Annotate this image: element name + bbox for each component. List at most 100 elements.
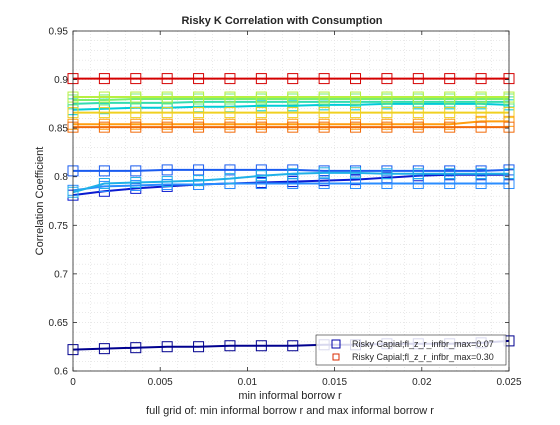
- data-point-marker: [350, 107, 362, 119]
- y-tick-label: 0.95: [49, 27, 69, 38]
- data-point-marker: [130, 342, 142, 354]
- series-line: [73, 120, 509, 126]
- data-point-marker: [98, 73, 110, 85]
- series-line: [73, 168, 510, 172]
- data-point-marker: [475, 168, 487, 180]
- y-tick-label: 0.8: [54, 172, 68, 183]
- data-point-marker: [444, 73, 456, 85]
- data-point-marker: [444, 121, 456, 133]
- data-point-marker: [98, 343, 110, 355]
- data-point-marker: [287, 107, 299, 119]
- data-point-marker: [255, 121, 267, 133]
- legend-marker: [332, 353, 340, 361]
- data-point-marker: [287, 73, 299, 85]
- data-point-marker: [130, 73, 142, 85]
- series-line: [72, 171, 509, 194]
- data-point-marker: [318, 91, 330, 103]
- data-point-marker: [318, 107, 330, 119]
- x-tick-label: 0.025: [496, 377, 521, 388]
- data-point-marker: [350, 167, 362, 179]
- data-point-marker: [224, 121, 236, 133]
- data-point-marker: [161, 121, 173, 133]
- data-point-marker: [412, 121, 424, 133]
- data-point-marker: [193, 107, 205, 119]
- data-point-marker: [475, 121, 487, 133]
- y-tick-label: 0.85: [49, 124, 69, 135]
- series-line: [72, 173, 509, 197]
- legend-box: [315, 334, 507, 366]
- data-point-marker: [444, 91, 456, 103]
- plot-area: [73, 31, 509, 371]
- data-point-marker: [318, 73, 330, 85]
- data-point-marker: [475, 107, 487, 119]
- series-9: [67, 91, 515, 103]
- data-point-marker: [98, 91, 110, 103]
- data-point-marker: [318, 167, 330, 179]
- data-point-marker: [318, 121, 330, 133]
- data-point-marker: [350, 91, 362, 103]
- x-axis-sublabel: full grid of: min informal borrow r and …: [146, 405, 434, 417]
- data-point-marker: [161, 91, 173, 103]
- data-point-marker: [412, 107, 424, 119]
- data-point-marker: [161, 176, 173, 188]
- data-point-marker: [224, 91, 236, 103]
- data-point-marker: [130, 107, 142, 119]
- legend-marker: [331, 339, 341, 349]
- data-point-marker: [130, 165, 142, 177]
- data-point-marker: [224, 173, 236, 185]
- legend: Risky Capial;fl_z_r_infbr_max=0.07 Risky …: [315, 334, 507, 366]
- y-tick-label: 0.75: [49, 221, 69, 232]
- data-point-marker: [255, 73, 267, 85]
- series-10: [67, 107, 515, 119]
- data-point-marker: [381, 107, 393, 119]
- data-point-marker: [381, 121, 393, 133]
- data-point-marker: [412, 168, 424, 180]
- data-point-marker: [475, 73, 487, 85]
- data-point-marker: [381, 91, 393, 103]
- data-point-marker: [412, 91, 424, 103]
- data-point-marker: [193, 175, 205, 187]
- data-point-marker: [350, 121, 362, 133]
- data-point-marker: [193, 73, 205, 85]
- data-point-marker: [224, 73, 236, 85]
- data-point-marker: [161, 341, 173, 353]
- series-line: [72, 182, 509, 192]
- data-point-marker: [381, 168, 393, 180]
- data-point-marker: [161, 73, 173, 85]
- x-tick-label: 0.015: [322, 377, 347, 388]
- legend-label: Risky Capial;fl_z_r_infbr_max=0.07: [352, 339, 494, 349]
- data-point-marker: [98, 107, 110, 119]
- data-point-marker: [98, 121, 110, 133]
- data-point-marker: [287, 121, 299, 133]
- data-point-marker: [98, 165, 110, 177]
- data-point-marker: [255, 340, 267, 352]
- legend-item: Risky Capial;fl_z_r_infbr_max=0.07: [331, 339, 494, 349]
- data-point-marker: [98, 178, 110, 190]
- x-tick-label: 0.02: [412, 377, 432, 388]
- data-point-marker: [255, 170, 267, 182]
- y-axis-label: Correlation Coefficient: [34, 147, 46, 256]
- data-point-marker: [255, 91, 267, 103]
- data-point-marker: [193, 164, 205, 176]
- data-point-marker: [381, 73, 393, 85]
- data-point-marker: [193, 91, 205, 103]
- data-point-marker: [130, 91, 142, 103]
- data-point-marker: [287, 340, 299, 352]
- data-point-marker: [287, 168, 299, 180]
- data-point-marker: [444, 107, 456, 119]
- legend-item: Risky Capial;fl_z_r_infbr_max=0.30: [332, 352, 494, 362]
- series-layer: [67, 73, 515, 356]
- y-tick-label: 0.65: [49, 318, 69, 329]
- data-point-marker: [224, 164, 236, 176]
- plot-background: [73, 31, 509, 371]
- data-point-marker: [130, 121, 142, 133]
- data-point-marker: [255, 107, 267, 119]
- data-point-marker: [130, 177, 142, 189]
- legend-label: Risky Capial;fl_z_r_infbr_max=0.30: [352, 352, 494, 362]
- axes-box: [72, 30, 510, 372]
- data-point-marker: [412, 73, 424, 85]
- data-point-marker: [224, 340, 236, 352]
- x-tick-label: 0: [70, 377, 76, 388]
